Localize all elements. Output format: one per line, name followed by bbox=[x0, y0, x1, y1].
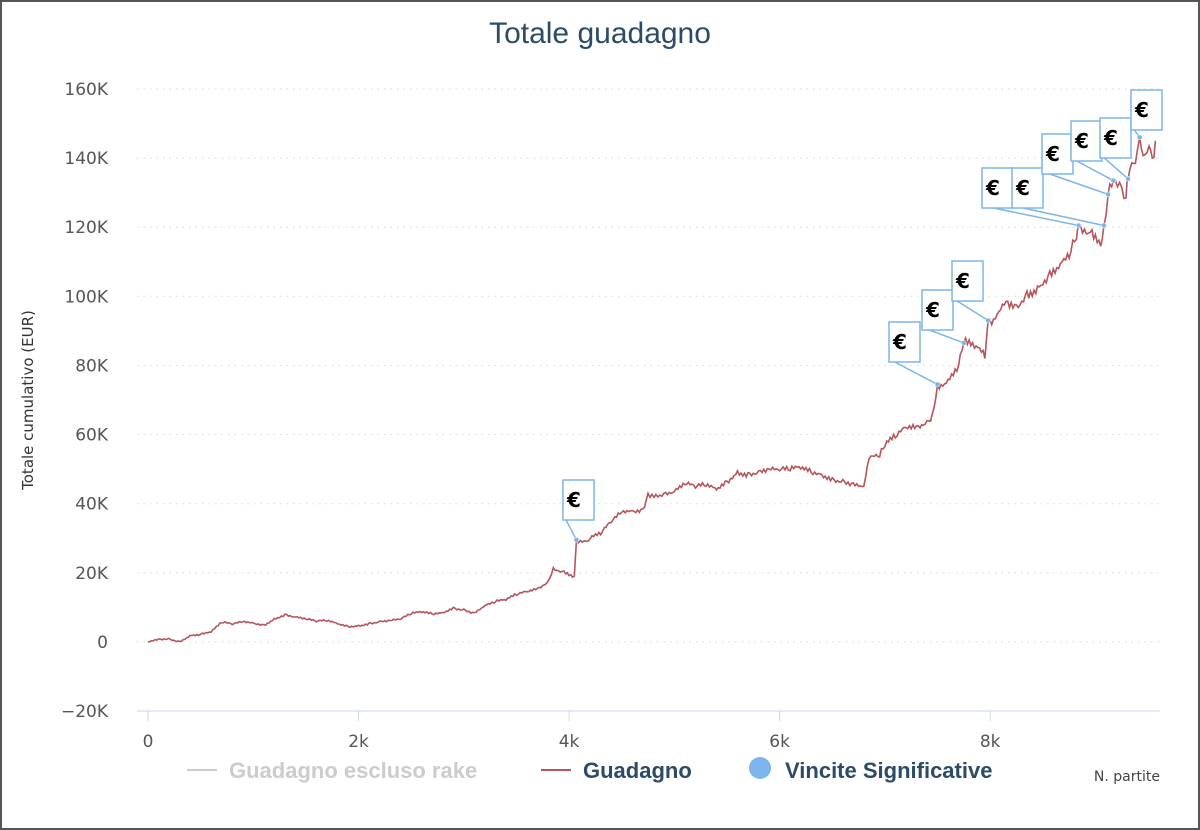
x-axis-ticks: 0 2k 4k 6k 8k bbox=[143, 711, 1001, 752]
x-tick-label: 0 bbox=[143, 732, 154, 752]
legend-dot-symbol bbox=[749, 757, 771, 779]
legend-label: Guadagno bbox=[583, 758, 692, 783]
flag-label: € bbox=[892, 330, 907, 354]
flag-point[interactable] bbox=[1105, 191, 1111, 198]
flag-connector bbox=[1101, 155, 1129, 180]
vincita-flag[interactable]: € bbox=[562, 479, 595, 543]
flag-label: € bbox=[566, 488, 581, 512]
y-tick-label: 20K bbox=[75, 564, 109, 584]
flag-connector bbox=[1013, 205, 1105, 227]
y-tick-label: 60K bbox=[75, 426, 109, 446]
flag-point[interactable] bbox=[1110, 177, 1117, 184]
legend-label: Vincite Significative bbox=[785, 758, 992, 783]
y-tick-label: 100K bbox=[64, 287, 108, 307]
legend-label: Guadagno escluso rake bbox=[229, 758, 477, 783]
flag-point[interactable] bbox=[1125, 176, 1131, 182]
flag-connector bbox=[564, 517, 578, 541]
flag-point[interactable] bbox=[985, 317, 991, 324]
flag-point[interactable] bbox=[1075, 222, 1082, 229]
y-axis-ticks: −20K 0 20K 40K 60K 80K 100K 120K 140K 160K bbox=[61, 80, 109, 722]
y-tick-label: 0 bbox=[97, 633, 108, 653]
flag-connector bbox=[983, 205, 1079, 227]
vincita-flag[interactable]: € bbox=[951, 260, 991, 324]
legend-item[interactable]: Guadagno bbox=[541, 758, 692, 783]
flag-connector bbox=[1043, 171, 1109, 196]
y-axis-label: Totale cumulativo (EUR) bbox=[19, 310, 37, 491]
legend-item[interactable]: Vincite Significative bbox=[749, 757, 992, 783]
flag-label: € bbox=[985, 176, 1000, 200]
guadagno-line[interactable] bbox=[147, 137, 1157, 643]
y-tick-label: 160K bbox=[64, 80, 108, 100]
flag-label: € bbox=[1074, 129, 1089, 153]
flag-box bbox=[951, 260, 984, 302]
flag-label: € bbox=[1015, 176, 1030, 200]
legend-item[interactable]: Guadagno escluso rake bbox=[187, 758, 477, 783]
flag-label: € bbox=[1045, 142, 1060, 166]
flag-box bbox=[1099, 117, 1132, 159]
x-tick-label: 2k bbox=[348, 732, 369, 752]
flag-point[interactable] bbox=[961, 340, 967, 346]
flag-box bbox=[888, 321, 921, 363]
chart-title: Totale guadagno bbox=[489, 17, 711, 50]
grid-lines bbox=[137, 88, 1160, 643]
x-tick-label: 4k bbox=[559, 732, 580, 752]
x-tick-label: 6k bbox=[769, 732, 790, 752]
y-tick-label: 80K bbox=[75, 356, 109, 376]
vincita-flag[interactable]: € bbox=[1099, 117, 1132, 182]
y-tick-label: 140K bbox=[64, 149, 108, 169]
flag-point[interactable] bbox=[1136, 134, 1143, 141]
flag-label: € bbox=[1103, 126, 1118, 150]
vincita-flag[interactable]: € bbox=[888, 321, 941, 388]
flag-box bbox=[1041, 133, 1074, 175]
vincita-flag[interactable]: € bbox=[921, 289, 967, 346]
flag-box bbox=[562, 479, 595, 521]
flag-box bbox=[1011, 167, 1044, 209]
flag-connector bbox=[890, 359, 938, 386]
vincita-flag[interactable]: € bbox=[1041, 133, 1111, 198]
flag-label: € bbox=[1134, 98, 1149, 122]
vincita-flag[interactable]: € bbox=[1070, 120, 1117, 184]
flag-point[interactable] bbox=[934, 381, 941, 388]
vincita-flag[interactable]: € bbox=[1130, 89, 1163, 141]
vincita-flag[interactable]: € bbox=[1011, 167, 1107, 229]
flag-markers: € € € € € € € € € € bbox=[562, 89, 1163, 543]
y-tick-label: −20K bbox=[61, 702, 109, 722]
flag-box bbox=[1130, 89, 1163, 131]
flag-label: € bbox=[925, 298, 940, 322]
flag-box bbox=[1070, 120, 1103, 162]
x-tick-label: 8k bbox=[980, 732, 1001, 752]
plot-area bbox=[147, 137, 1157, 643]
y-tick-label: 120K bbox=[64, 218, 108, 238]
flag-connector bbox=[1072, 158, 1114, 182]
flag-point[interactable] bbox=[1101, 222, 1107, 229]
flag-box bbox=[921, 289, 954, 331]
x-axis-label: N. partite bbox=[1094, 769, 1160, 785]
legend: Guadagno escluso rake Guadagno Vincite Sig… bbox=[187, 757, 992, 783]
flag-connector bbox=[953, 298, 989, 322]
flag-label: € bbox=[955, 269, 970, 293]
y-tick-label: 40K bbox=[75, 495, 109, 515]
flag-point[interactable] bbox=[573, 537, 580, 543]
